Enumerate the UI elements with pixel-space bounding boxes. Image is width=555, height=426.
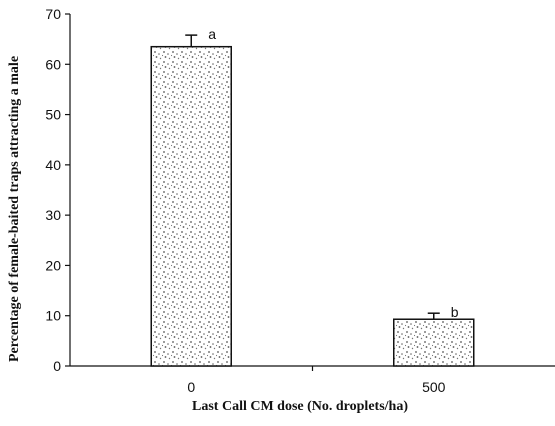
significance-label: b (451, 304, 459, 320)
y-axis-title: Percentage of female-baited traps attrac… (7, 56, 22, 362)
y-tick-label: 70 (45, 6, 61, 22)
plot-area: 0 10 20 30 40 50 60 70 a 0 b 500 (45, 6, 555, 395)
y-tick-label: 40 (45, 157, 61, 173)
x-tick-label: 500 (422, 379, 446, 395)
bar (150, 45, 232, 367)
bar (393, 318, 475, 367)
x-tick-label: 0 (187, 379, 195, 395)
y-tick-label: 60 (45, 56, 61, 72)
y-tick-label: 20 (45, 257, 61, 273)
x-axis-title: Last Call CM dose (No. droplets/ha) (192, 399, 408, 414)
y-tick-label: 30 (45, 207, 61, 223)
y-tick-label: 50 (45, 107, 61, 123)
significance-label: a (208, 26, 216, 42)
y-tick-label: 0 (53, 358, 61, 374)
y-tick-label: 10 (45, 308, 61, 324)
